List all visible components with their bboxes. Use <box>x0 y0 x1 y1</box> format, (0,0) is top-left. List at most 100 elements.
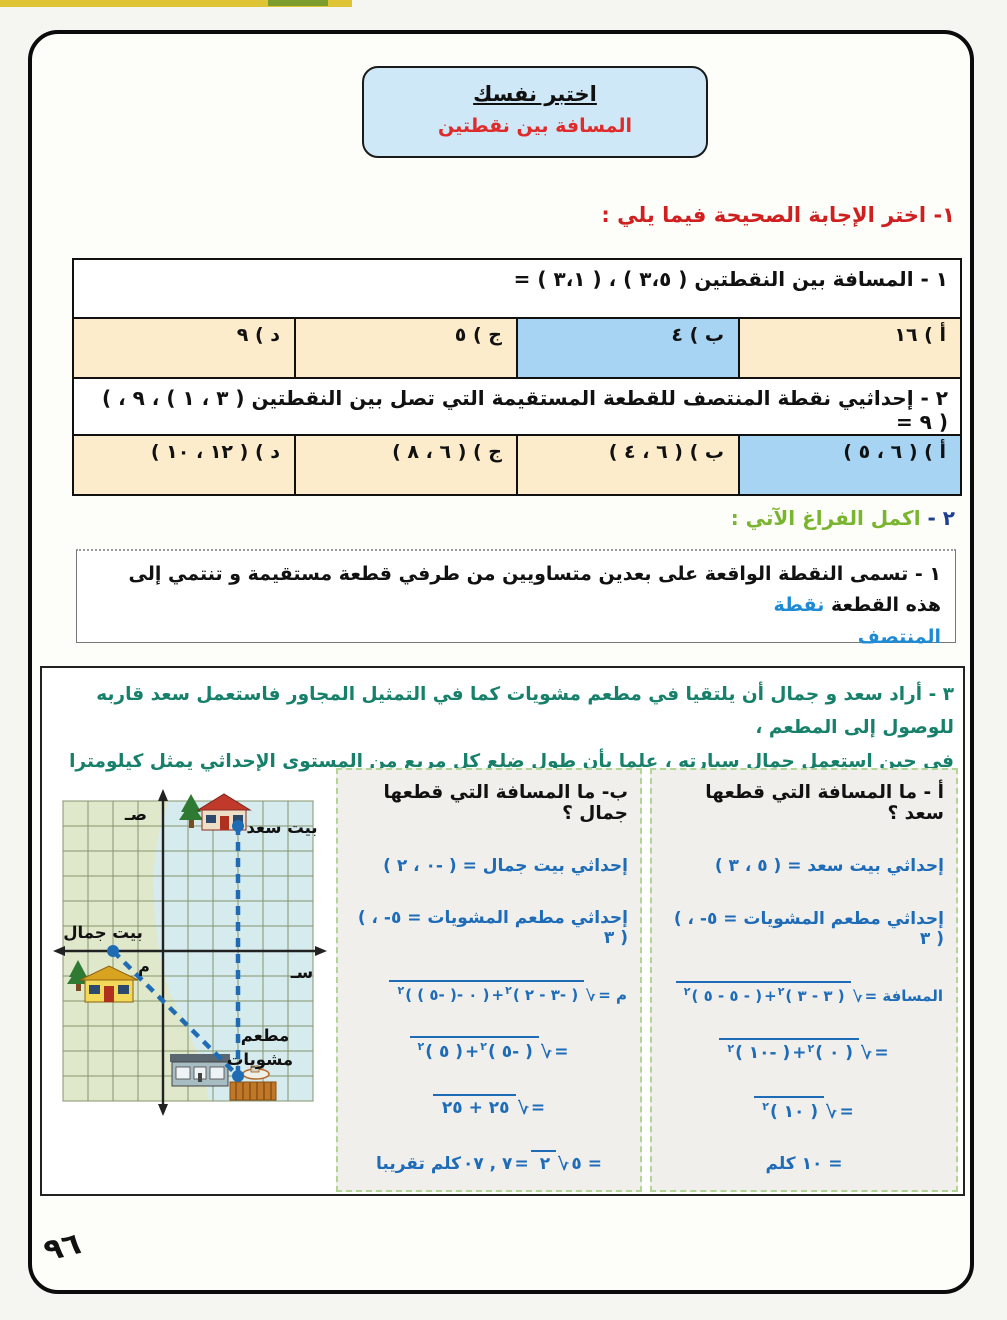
exponent: ٢ <box>807 1041 815 1055</box>
plus-sign: + <box>465 1041 480 1062</box>
question1-row2-answers: أ ) ⁦( ٦ ، ٥ )⁩ ب ) ⁦( ٦ ، ٤ )⁩ ج ) ⁦( ٦… <box>74 434 960 494</box>
saad-distance-formula: المسافة =√⁦( ٣ - ٣ )⁩٢+⁦( ٥ - ٥ - )⁩٢ <box>664 981 944 1007</box>
equals-sign: = <box>514 1153 529 1174</box>
exponent: ٢ <box>397 984 405 998</box>
term-2: ⁦( ١٠- )⁩ <box>735 1043 791 1064</box>
saad-house-coordinates: إحداثي بيت سعد = ⁦( ٥ ، ٣ )⁩ <box>714 856 944 877</box>
restaurant-coordinates-a: إحداثي مطعم المشويات = ⁦( ٥- ، ٣ )⁩ <box>673 908 944 949</box>
fill-blank-box: ١ - تسمى النقطة الواقعة على بعدين متساوي… <box>76 549 956 648</box>
distance-unit: كلم تقريبا <box>376 1153 461 1174</box>
equals-sign: = <box>874 1043 889 1064</box>
saad-result: = ١٠ كلم <box>765 1153 843 1174</box>
question1-row1-answers: أ ) ١٦ ب ) ٤ ج ) ٥ د ) ٩ <box>74 317 960 377</box>
saad-step2: =√⁦( ٠ )⁩٢+⁦( ١٠- )⁩٢ <box>664 1037 944 1065</box>
y-axis-up-arrow-icon <box>158 789 168 801</box>
fill-blank-text: ١ - تسمى النقطة الواقعة على بعدين متساوي… <box>128 563 941 617</box>
jamal-house-icon <box>67 960 139 1003</box>
equals-sign: = <box>839 1101 854 1122</box>
plus-sign: + <box>792 1043 807 1064</box>
saad-house-label: بيت سعد <box>246 818 317 837</box>
fill-blank-answer-part2: المنتصف <box>857 625 941 648</box>
exponent: ٢ <box>762 1099 769 1113</box>
answer-option-d[interactable]: د ) ⁦( ١٢ ، ١٠ )⁩ <box>74 436 296 494</box>
question1-row2: ٢ - إحداثيي نقطة المنتصف للقطعة المستقيم… <box>74 377 960 434</box>
y-axis-down-arrow-icon <box>158 1104 168 1116</box>
restaurant-coordinates-b: إحداثي مطعم المشويات = ⁦( ٥- ، ٣ )⁩ <box>357 908 628 949</box>
answer-option-b[interactable]: ب ) ⁦( ٦ ، ٤ )⁩ <box>518 436 740 494</box>
jamal-step3: =√ ⁦٢٥ + ٢٥⁩ <box>350 1093 628 1119</box>
sqrt-icon: √ <box>826 1102 838 1123</box>
exponent: ٢ <box>505 984 512 998</box>
answer-option-d[interactable]: د ) ٩ <box>74 319 296 377</box>
title-box: اختبر نفسك المسافة بين نقطتين <box>362 66 708 158</box>
sqrt-icon: √ <box>861 1044 873 1065</box>
answer-option-c[interactable]: ج ) ٥ <box>296 319 518 377</box>
answer-option-b-selected[interactable]: ب ) ٤ <box>518 319 740 377</box>
equals-sign: = <box>530 1097 546 1118</box>
restaurant-label-line1: مطعم <box>241 1026 290 1045</box>
page-title: اختبر نفسك <box>473 82 597 106</box>
radicand-two: ٢ <box>539 1153 551 1174</box>
answer-option-a[interactable]: أ ) ١٦ <box>740 319 960 377</box>
sqrt-icon: √ <box>586 987 597 1006</box>
jamal-result: = ٥√ ٢ =⁦٧ , ٠٧⁩كلم تقريبا <box>350 1149 628 1175</box>
jamal-path-dashed-line <box>111 949 240 1078</box>
fill-blank-answer-part1: نقطة <box>773 594 825 617</box>
distance-value: ⁦٧ , ٠٧⁩ <box>462 1153 513 1174</box>
question2-heading: ٢ - اكمل الفراغ الآتي : <box>731 506 955 530</box>
restaurant-point <box>232 1070 244 1082</box>
jamal-step2: =√⁦( ٥- )⁩٢+⁦( ٥ )⁩٢ <box>350 1036 628 1063</box>
fill-blank-line1: ١ - تسمى النقطة الواقعة على بعدين متساوي… <box>91 559 941 622</box>
exponent: ٢ <box>727 1041 735 1055</box>
x-axis-left-arrow-icon <box>53 946 65 956</box>
sum-term: ⁦٢٥ + ٢٥⁩ <box>441 1097 510 1118</box>
exponent: ٢ <box>417 1040 425 1054</box>
jamal-house-coordinates: إحداثي بيت جمال = ⁦( ٠ ، ٢- )⁩ <box>383 856 628 877</box>
jamal-house-point <box>107 945 119 957</box>
x-axis-label: سـ <box>290 963 314 983</box>
answer-option-a-selected[interactable]: أ ) ⁦( ٦ ، ٥ )⁩ <box>740 436 960 494</box>
term-1: ⁦( ٥- )⁩ <box>488 1041 533 1062</box>
answer-option-c[interactable]: ج ) ⁦( ٦ ، ٨ )⁩ <box>296 436 518 494</box>
plus-sign: + <box>764 987 777 1006</box>
restaurant-label-line2: مشويات <box>227 1050 293 1070</box>
exponent: ٢ <box>480 1040 488 1054</box>
question1-heading: ١- اختر الإجابة الصحيحة فيما يلي : <box>601 203 955 227</box>
jamal-distance-formula: م =√⁦( ٣ - ٢- )⁩٢+⁦( ( ٥- )- ٠ )⁩٢ <box>350 980 628 1006</box>
formula-label: م = <box>598 986 627 1005</box>
question3-line1: ٣ - أراد سعد و جمال أن يلتقيا في مطعم مش… <box>96 684 954 739</box>
jamal-question-header: ب- ما المسافة التي قطعها جمال ؟ <box>383 782 628 824</box>
term-2: ⁦( ( ٥- )- ٠ )⁩ <box>405 986 490 1005</box>
formula-label: المسافة = <box>864 987 943 1006</box>
term-1: ⁦( ١٠ )⁩ <box>769 1101 819 1122</box>
question2-number: ٢ - <box>920 506 956 530</box>
sqrt-icon: √ <box>558 1154 570 1175</box>
solution-column-jamal: ب- ما المسافة التي قطعها جمال ؟ إحداثي ب… <box>336 768 642 1192</box>
jamal-house-label: بيت جمال <box>63 923 143 942</box>
question3-statement: ٣ - أراد سعد و جمال أن يلتقيا في مطعم مش… <box>52 678 954 811</box>
page-edge-green-strip <box>268 0 328 6</box>
term-1: ⁦( ٣ - ٣ )⁩ <box>785 987 845 1006</box>
x-axis-right-arrow-icon <box>315 946 327 956</box>
saad-question-header: أ - ما المسافة التي قطعها سعد ؟ <box>705 782 944 824</box>
sqrt-icon: √ <box>852 988 863 1007</box>
term-1: ⁦( ٣ - ٢- )⁩ <box>512 986 579 1005</box>
sqrt-icon: √ <box>540 1042 553 1063</box>
equals-sign: = <box>554 1041 569 1062</box>
solution-column-saad: أ - ما المسافة التي قطعها سعد ؟ إحداثي ب… <box>650 768 958 1192</box>
exponent: ٢ <box>777 985 785 999</box>
sqrt-icon: √ <box>517 1098 529 1119</box>
origin-label: م <box>138 957 150 976</box>
restaurant-icon <box>170 1054 230 1087</box>
page-subtitle: المسافة بين نقطتين <box>438 115 632 137</box>
page-edge-yellow-strip <box>0 0 352 7</box>
y-axis-label: صـ <box>124 805 147 825</box>
question1-row1: ١ - المسافة بين النقطتين ⁦( ٣،٥ )⁩ ، ⁦( … <box>74 260 960 317</box>
saad-step3: =√ ⁦( ١٠ )⁩٢ <box>664 1095 944 1123</box>
multiple-choice-table: ١ - المسافة بين النقطتين ⁦( ٣،٥ )⁩ ، ⁦( … <box>72 258 962 496</box>
equals-five: = ٥ <box>571 1153 602 1174</box>
term-2: ⁦( ٥ - ٥ - )⁩ <box>691 987 763 1006</box>
saad-house-point <box>232 820 244 832</box>
plus-sign: + <box>491 986 505 1005</box>
boat-dock-icon <box>229 1065 277 1101</box>
